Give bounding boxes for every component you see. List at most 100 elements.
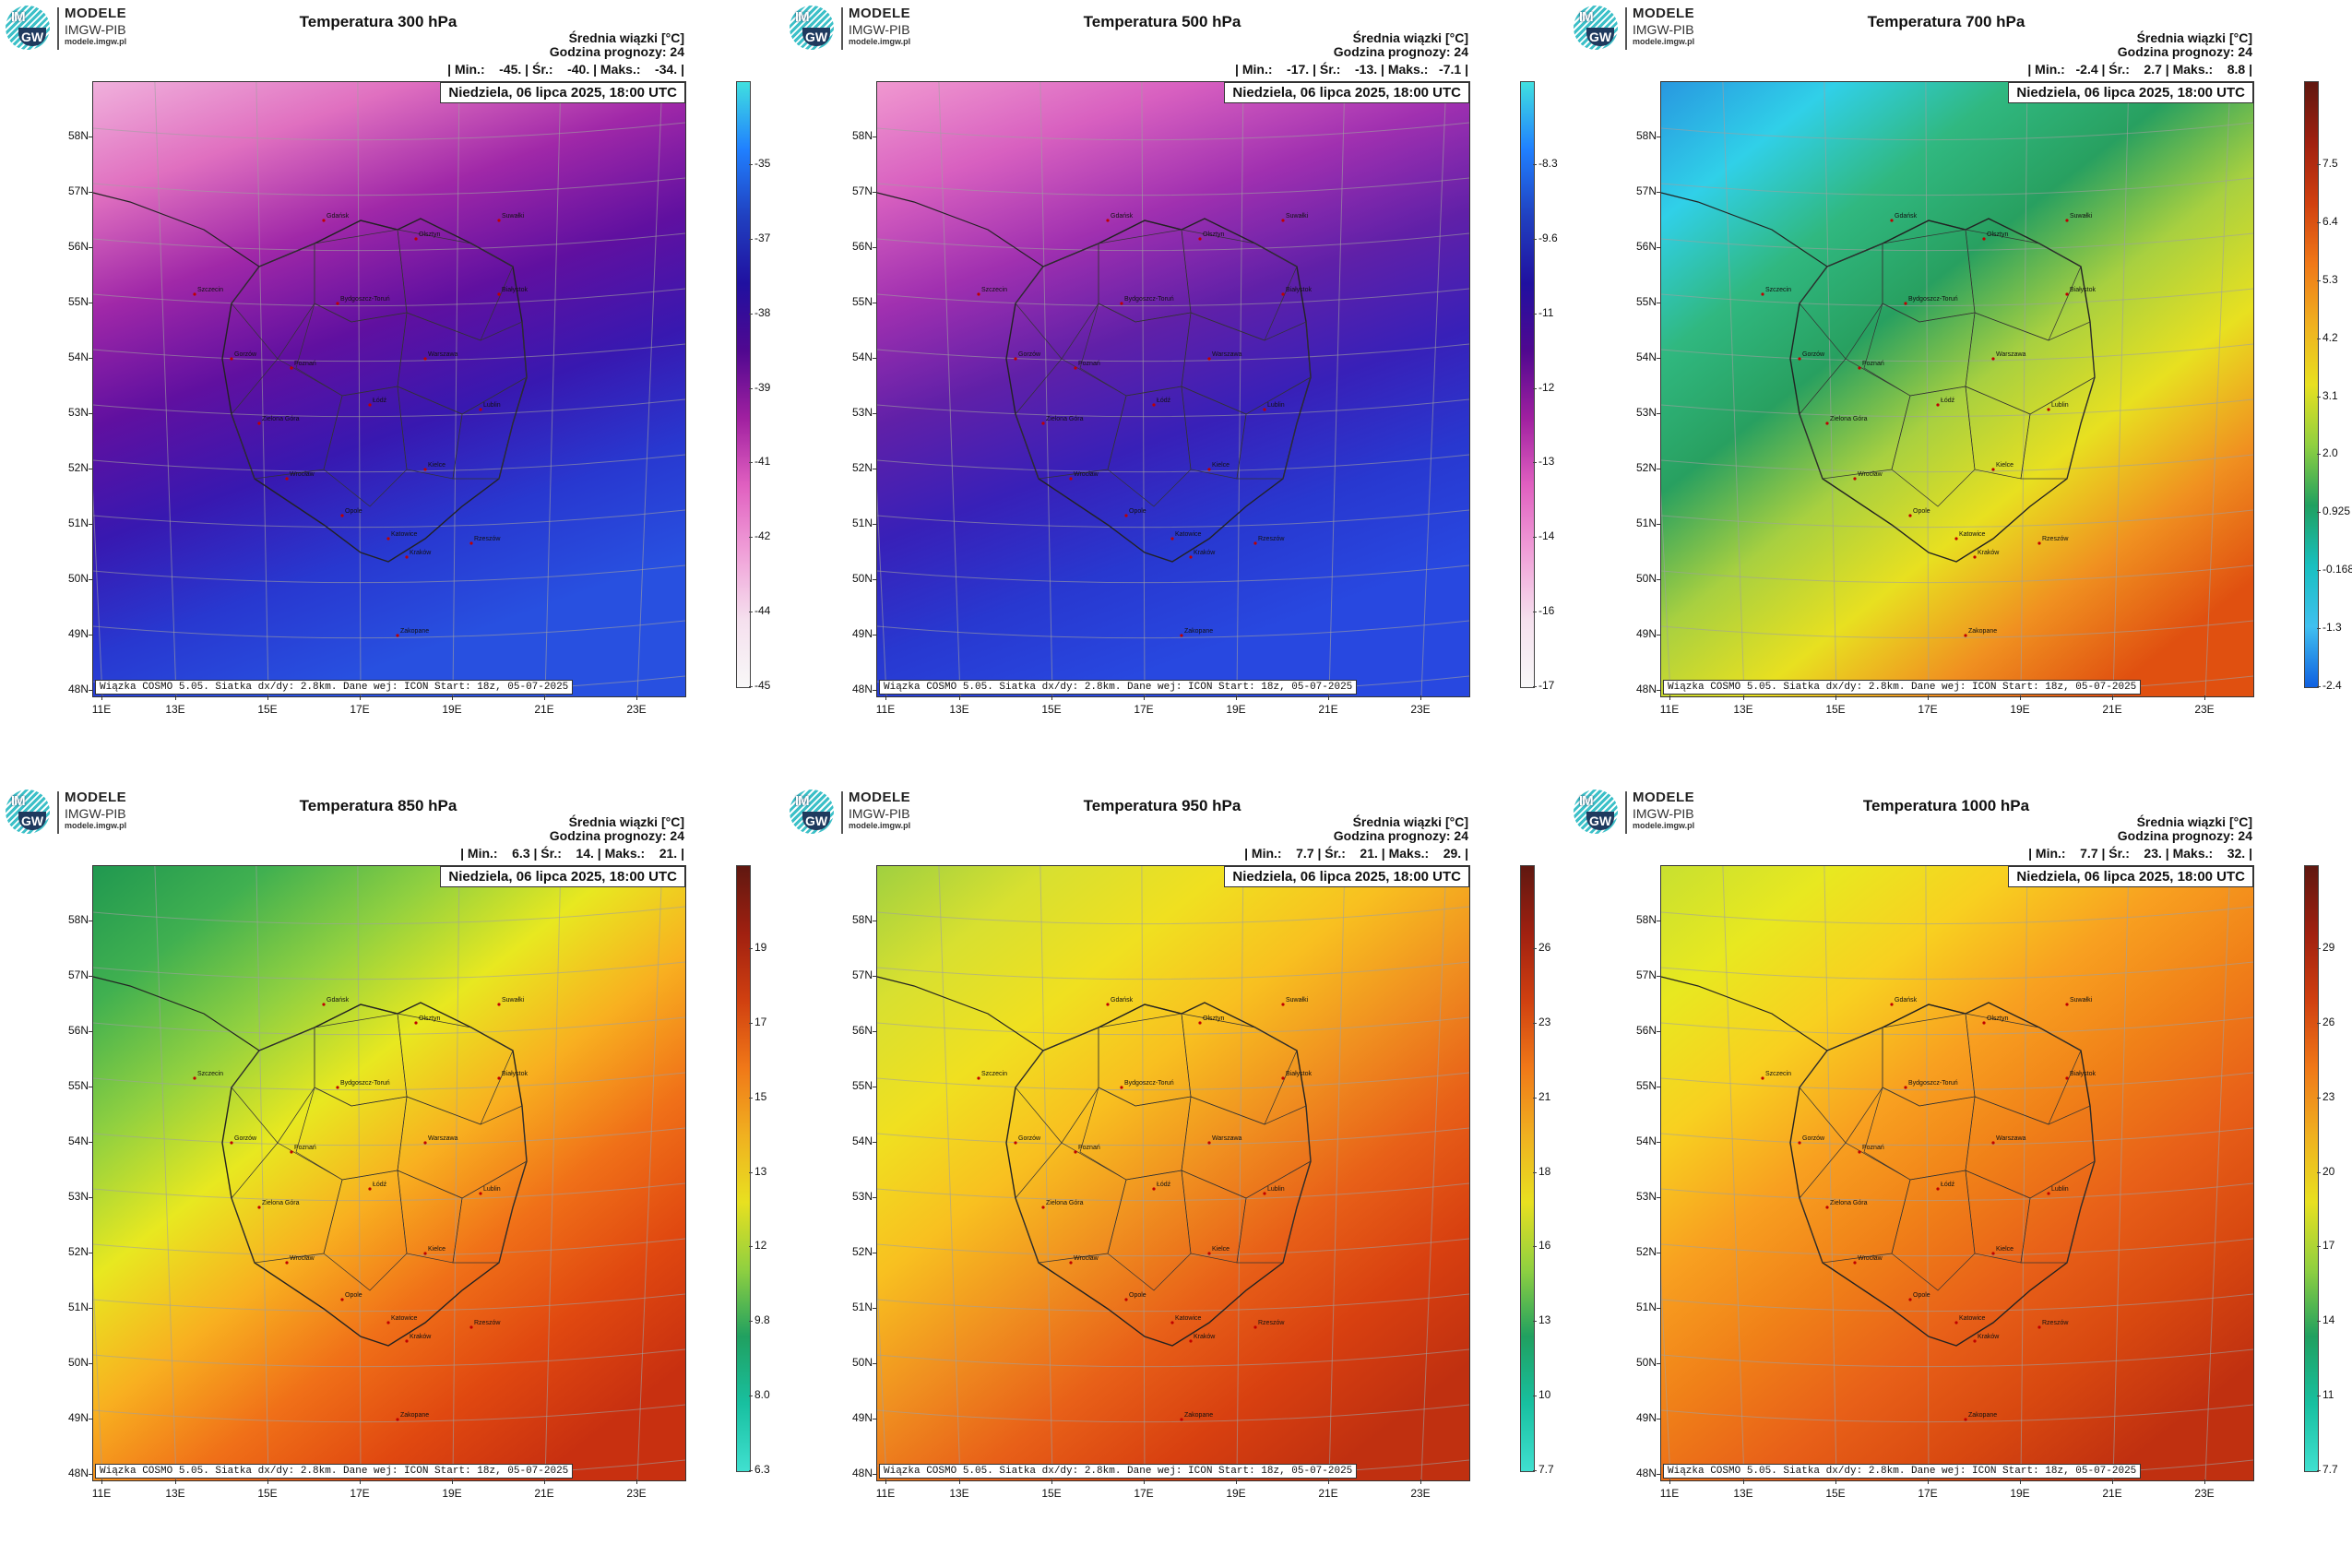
lon-label: 13E xyxy=(1733,703,1753,716)
graticule-lat-line xyxy=(877,961,1469,980)
lat-tick xyxy=(89,635,92,636)
city-marker xyxy=(336,1086,339,1089)
graticule-lon-line xyxy=(938,866,961,1480)
lat-label: 56N xyxy=(851,240,873,253)
forecast-panel: IM GW MODELE IMGW-PIB modele.imgw.pl Temperat… xyxy=(784,0,1568,784)
colorbar-tick xyxy=(2317,512,2321,514)
voivodeship-border xyxy=(1015,1027,1099,1144)
lat-label: 55N xyxy=(851,295,873,308)
lat-tick xyxy=(89,524,92,525)
colorbar-tick xyxy=(2317,570,2321,572)
voivodeship-border xyxy=(1965,1013,2082,1125)
city-label: Gorzów xyxy=(1802,1135,1825,1142)
graticule-lon-line xyxy=(452,866,460,1480)
logo-line1: MODELE xyxy=(65,790,127,805)
graticule-lon-line xyxy=(93,1273,103,1480)
city-label: Rzeszów xyxy=(1258,1320,1285,1326)
graticule-lon-line xyxy=(1039,82,1053,696)
city-marker xyxy=(285,477,289,481)
city-marker xyxy=(1253,1325,1257,1329)
city-label: Zielona Góra xyxy=(262,1200,300,1206)
lon-label: 13E xyxy=(165,1487,185,1500)
graticule-lon-line xyxy=(255,82,269,696)
lat-label: 50N xyxy=(1635,1356,1657,1369)
city-marker xyxy=(1207,1141,1211,1145)
city-label: Poznań xyxy=(1078,1145,1100,1151)
city-label: Kraków xyxy=(1194,1334,1216,1340)
imgw-logo: IM GW MODELE IMGW-PIB modele.imgw.pl xyxy=(6,6,153,52)
colorbar-label: 6.4 xyxy=(2322,214,2338,228)
logo-mark-bottom: GW xyxy=(802,812,830,830)
panel-title: Temperatura 850 hPa xyxy=(299,797,457,814)
city-marker xyxy=(1180,1418,1183,1421)
city-label: Katowice xyxy=(1175,1315,1202,1322)
lon-label: 17E xyxy=(1134,1487,1154,1500)
lon-label: 13E xyxy=(949,703,969,716)
graticule-lon-line xyxy=(877,489,887,696)
city-marker xyxy=(368,403,372,407)
graticule-lon-line xyxy=(452,82,460,696)
logo-mark-bottom: GW xyxy=(1586,812,1614,830)
model-footer: Wiązka COSMO 5.05. Siatka dx/dy: 2.8km. … xyxy=(879,1464,1358,1479)
graticule-lat-line xyxy=(1661,288,2253,307)
lon-label: 21E xyxy=(1318,703,1338,716)
graticule-lat-line xyxy=(1661,232,2253,252)
lat-tick xyxy=(89,1308,92,1309)
city-marker xyxy=(1170,537,1174,540)
lat-label: 50N xyxy=(67,572,89,585)
graticule-lat-line xyxy=(93,288,685,307)
temperature-map: Gdańsk Olsztyn Suwałki Szczecin Białystok Byd… xyxy=(92,81,686,697)
lat-label: 49N xyxy=(1635,627,1657,640)
lat-label: 52N xyxy=(1635,1245,1657,1258)
graticule-lat-line xyxy=(877,1293,1469,1313)
city-marker xyxy=(1069,1261,1073,1265)
lon-label: 19E xyxy=(2010,703,2030,716)
imgw-logo-mark-icon: IM GW xyxy=(6,790,50,834)
graticule-lat-line xyxy=(1661,1293,2253,1313)
imgw-logo-mark-icon: IM GW xyxy=(1574,790,1618,834)
city-marker xyxy=(1014,1141,1017,1145)
city-marker xyxy=(230,1141,233,1145)
lon-tick xyxy=(1420,1479,1421,1484)
lon-label: 21E xyxy=(534,1487,554,1500)
model-footer: Wiązka COSMO 5.05. Siatka dx/dy: 2.8km. … xyxy=(1663,680,2142,695)
graticule-lat-line xyxy=(93,177,685,196)
lat-tick xyxy=(873,690,876,691)
city-label: Zielona Góra xyxy=(1046,1200,1084,1206)
lat-label: 51N xyxy=(67,1301,89,1313)
lat-label: 54N xyxy=(851,1134,873,1147)
voivodeship-border xyxy=(231,358,343,480)
city-marker xyxy=(1170,1321,1174,1324)
panel-info: Średnia wiązki [°C] Godzina prognozy: 24 xyxy=(2118,31,2252,59)
graticule-lon-line xyxy=(2204,82,2231,696)
panel-subtitle: Średnia wiązki [°C] xyxy=(568,814,684,829)
graticule-lat-line xyxy=(1661,398,2253,418)
lon-tick xyxy=(101,1479,102,1484)
lon-label: 21E xyxy=(2102,703,2122,716)
forecast-hour: Godzina prognozy: 24 xyxy=(549,828,684,843)
panel-subtitle: Średnia wiązki [°C] xyxy=(2136,30,2252,45)
city-marker xyxy=(1991,468,1995,471)
city-marker xyxy=(1180,634,1183,637)
logo-mark-top: IM xyxy=(11,9,26,25)
lon-label: 23E xyxy=(626,1487,647,1500)
graticule-lat-line xyxy=(1661,343,2253,362)
colorbar-label: 20 xyxy=(2322,1164,2335,1178)
colorbar-label: -12 xyxy=(1538,380,1555,394)
city-marker xyxy=(1198,237,1202,241)
lon-label: 15E xyxy=(1041,703,1062,716)
lat-tick xyxy=(873,976,876,977)
lon-tick xyxy=(267,1479,268,1484)
colorbar-tick xyxy=(2317,454,2321,456)
city-label: Katowice xyxy=(1959,531,1986,538)
voivodeship-border xyxy=(2020,376,2096,480)
city-label: Rzeszów xyxy=(2042,536,2069,542)
voivodeship-border xyxy=(452,376,528,480)
colorbar-tick xyxy=(2317,279,2321,281)
graticule-lat-line xyxy=(93,906,685,925)
city-marker xyxy=(414,237,418,241)
lat-tick xyxy=(1657,413,1660,414)
city-marker xyxy=(1954,537,1958,540)
city-label: Olsztyn xyxy=(1203,232,1224,238)
forecast-hour: Godzina prognozy: 24 xyxy=(1333,828,1468,843)
